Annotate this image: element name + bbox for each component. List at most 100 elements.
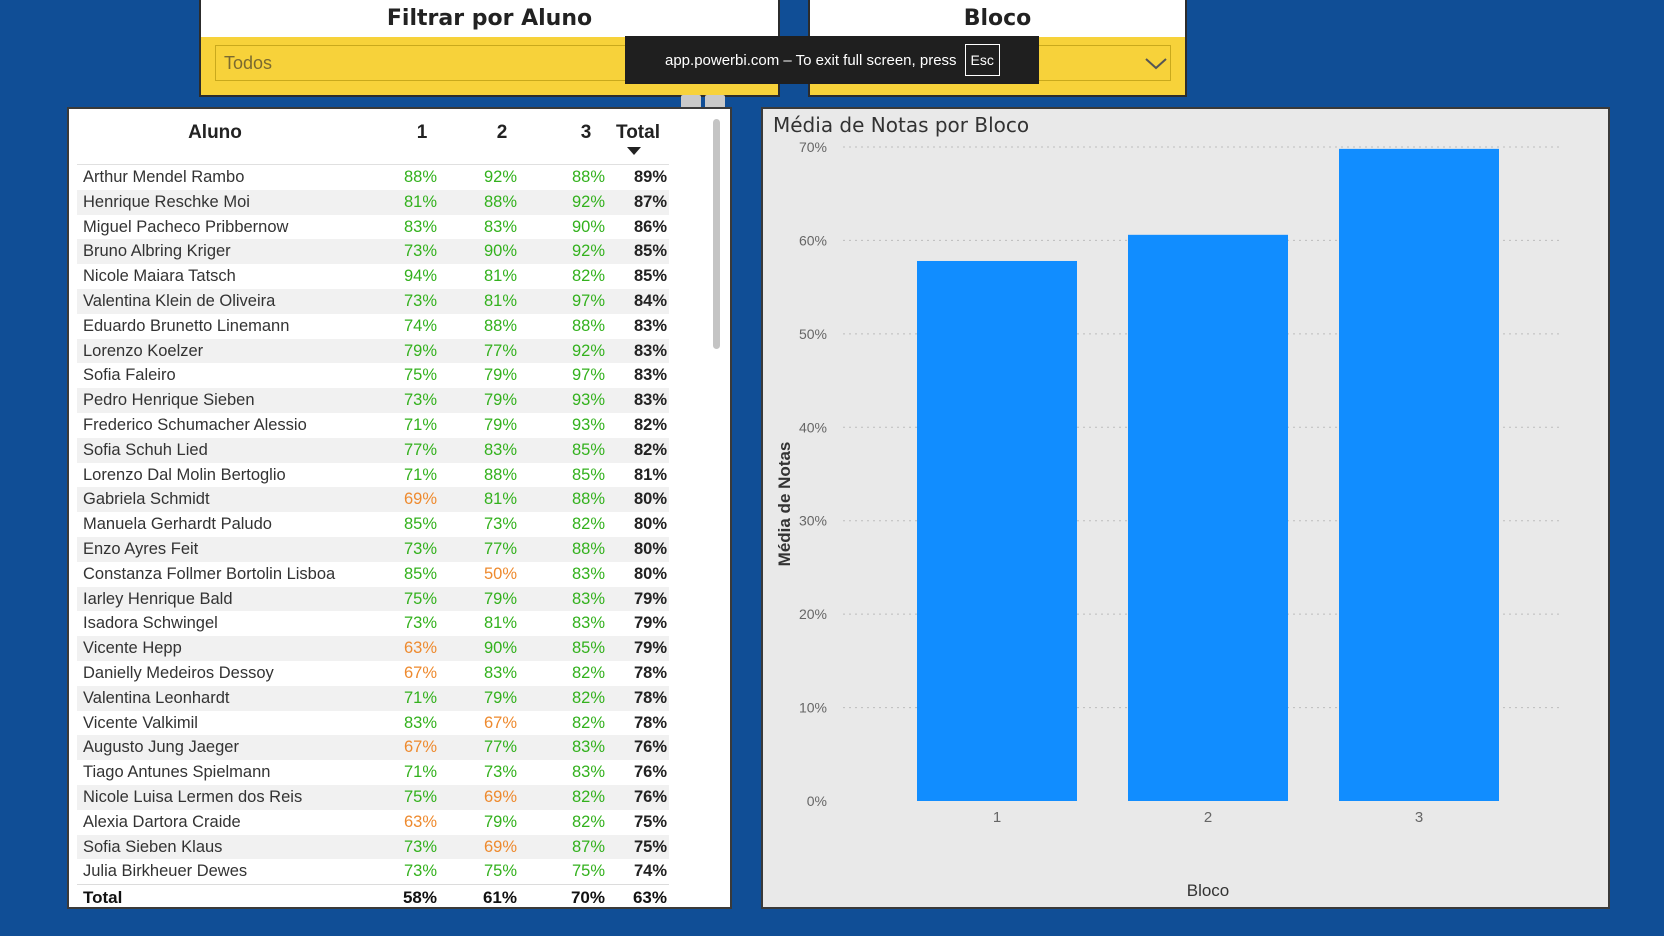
cell-aluno: Augusto Jung Jaeger (83, 738, 239, 757)
x-axis-title: Bloco (1187, 881, 1230, 900)
cell-bloco-2: 69% (483, 787, 517, 806)
cell-bloco-1: 73% (403, 862, 437, 881)
cell-bloco-2: 73% (483, 763, 517, 782)
cell-bloco-3: 92% (571, 341, 605, 360)
cell-total: 81% (633, 465, 667, 484)
cell-bloco-1: 67% (403, 663, 437, 682)
table-row[interactable]: Bruno Albring Kriger 73% 90% 92% 85% (77, 239, 669, 265)
table-row[interactable]: Pedro Henrique Sieben 73% 79% 93% 83% (77, 388, 669, 413)
header-bloco-3[interactable]: 3 (580, 122, 592, 143)
cell-bloco-2: 79% (483, 812, 517, 831)
header-bloco-2[interactable]: 2 (496, 122, 508, 143)
cell-aluno: Vicente Hepp (83, 639, 182, 658)
cell-bloco-1: 75% (403, 589, 437, 608)
cell-bloco-3: 92% (571, 242, 605, 261)
cell-bloco-2: 50% (483, 564, 517, 583)
bar-bloco-2[interactable] (1128, 234, 1288, 801)
cell-aluno: Valentina Leonhardt (83, 688, 230, 707)
table-row[interactable]: Iarley Henrique Bald 75% 79% 83% 79% (77, 586, 669, 612)
cell-bloco-3: 82% (571, 267, 605, 286)
cell-total: 83% (633, 341, 667, 360)
table-row[interactable]: Manuela Gerhardt Paludo 85% 73% 82% 80% (77, 512, 669, 537)
cell-bloco-2: 92% (483, 168, 517, 186)
cell-bloco-1: 69% (403, 490, 437, 509)
cell-aluno: Eduardo Brunetto Linemann (83, 316, 290, 335)
table-row[interactable]: Enzo Ayres Feit 73% 77% 88% 80% (77, 536, 669, 562)
table-row[interactable]: Eduardo Brunetto Linemann 74% 88% 88% 83% (77, 314, 669, 339)
total-overall: 63% (632, 888, 667, 908)
filter-icon[interactable] (681, 95, 701, 107)
cell-aluno: Arthur Mendel Rambo (83, 168, 245, 186)
table-row[interactable]: Julia Birkheuer Dewes 73% 75% 75% 74% (77, 859, 669, 884)
table-row[interactable]: Danielly Medeiros Dessoy 67% 83% 82% 78% (77, 661, 669, 686)
header-total[interactable]: Total (607, 117, 669, 164)
cell-bloco-3: 82% (571, 515, 605, 534)
table-scrollbar[interactable] (713, 119, 720, 349)
cell-bloco-1: 63% (403, 812, 437, 831)
chevron-down-icon[interactable] (1141, 45, 1171, 81)
cell-aluno: Gabriela Schmidt (83, 490, 210, 509)
cell-bloco-1: 75% (403, 366, 437, 385)
table-row[interactable]: Valentina Klein de Oliveira 73% 81% 97% 84% (77, 288, 669, 314)
focus-mode-icon[interactable] (705, 95, 725, 107)
cell-bloco-1: 71% (403, 415, 437, 434)
x-tick-label: 2 (1204, 809, 1212, 826)
table-body: Arthur Mendel Rambo 88% 92% 88% 89% Henrique … (77, 165, 669, 884)
cell-total: 87% (633, 192, 667, 211)
cell-bloco-1: 77% (403, 440, 437, 459)
table-row[interactable]: Sofia Sieben Klaus 73% 69% 87% 75% (77, 834, 669, 860)
cell-bloco-3: 97% (571, 291, 605, 310)
table-row[interactable]: Isadora Schwingel 73% 81% 83% 79% (77, 611, 669, 636)
cell-bloco-1: 71% (403, 763, 437, 782)
table-row[interactable]: Vicente Hepp 63% 90% 85% 79% (77, 636, 669, 661)
bar-chart: 0% 10% 20% 30% 40% 50% 60% 70% 1 2 3 Bloco Média de … (775, 139, 1563, 900)
total-bloco-3: 70% (570, 888, 605, 908)
table-row[interactable]: Gabriela Schmidt 69% 81% 88% 80% (77, 487, 669, 513)
header-bloco-1[interactable]: 1 (416, 122, 428, 143)
table-row[interactable]: Valentina Leonhardt 71% 79% 82% 78% (77, 685, 669, 711)
table-row[interactable]: Tiago Antunes Spielmann 71% 73% 83% 76% (77, 760, 669, 785)
cell-bloco-3: 83% (571, 763, 605, 782)
table-row[interactable]: Nicole Luisa Lermen dos Reis 75% 69% 82% 76% (77, 784, 669, 810)
cell-bloco-3: 92% (571, 192, 605, 211)
cell-total: 79% (633, 639, 667, 658)
cell-bloco-3: 88% (571, 316, 605, 335)
y-tick-label: 40% (799, 419, 827, 435)
table-row[interactable]: Constanza Follmer Bortolin Lisboa 85% 50% 8… (77, 562, 669, 587)
table-row[interactable]: Vicente Valkimil 83% 67% 82% 78% (77, 711, 669, 736)
cell-aluno: Valentina Klein de Oliveira (83, 291, 276, 310)
cell-total: 83% (633, 391, 667, 410)
table-row[interactable]: Miguel Pacheco Pribbernow 83% 83% 90% 86% (77, 215, 669, 240)
table-header: Aluno 1 2 3 Total (77, 117, 669, 165)
table-row[interactable]: Lorenzo Koelzer 79% 77% 92% 83% (77, 338, 669, 364)
bar-bloco-3[interactable] (1339, 148, 1499, 801)
cell-bloco-1: 88% (403, 168, 437, 186)
cell-bloco-1: 85% (403, 564, 437, 583)
table-row[interactable]: Frederico Schumacher Alessio 71% 79% 93% 82% (77, 413, 669, 438)
table-row[interactable]: Henrique Reschke Moi 81% 88% 92% 87% (77, 189, 669, 215)
cell-bloco-3: 82% (571, 787, 605, 806)
cell-total: 85% (633, 267, 667, 286)
cell-bloco-2: 73% (483, 515, 517, 534)
matrix-table-visual: Aluno 1 2 3 Total Arthur Mendel Rambo 88%… (67, 107, 732, 909)
cell-aluno: Sofia Faleiro (83, 366, 176, 385)
y-tick-label: 10% (799, 700, 827, 716)
cell-total: 89% (633, 168, 667, 186)
cell-aluno: Nicole Luisa Lermen dos Reis (83, 787, 303, 806)
table-row[interactable]: Arthur Mendel Rambo 88% 92% 88% 89% (77, 165, 669, 190)
cell-bloco-3: 88% (571, 490, 605, 509)
bar-bloco-1[interactable] (917, 260, 1077, 801)
header-aluno[interactable]: Aluno (188, 122, 242, 143)
cell-aluno: Frederico Schumacher Alessio (83, 415, 307, 434)
table-row[interactable]: Nicole Maiara Tatsch 94% 81% 82% 85% (77, 264, 669, 289)
y-tick-label: 50% (799, 326, 827, 342)
cell-bloco-2: 79% (483, 688, 517, 707)
table-row[interactable]: Sofia Schuh Lied 77% 83% 85% 82% (77, 437, 669, 463)
cell-bloco-2: 81% (483, 267, 517, 286)
cell-bloco-3: 83% (571, 589, 605, 608)
table-row[interactable]: Augusto Jung Jaeger 67% 77% 83% 76% (77, 735, 669, 761)
table-row[interactable]: Sofia Faleiro 75% 79% 97% 83% (77, 363, 669, 388)
table-row[interactable]: Alexia Dartora Craide 63% 79% 82% 75% (77, 810, 669, 835)
table-row[interactable]: Lorenzo Dal Molin Bertoglio 71% 88% 85% 81% (77, 463, 669, 488)
cell-bloco-2: 69% (483, 837, 517, 856)
